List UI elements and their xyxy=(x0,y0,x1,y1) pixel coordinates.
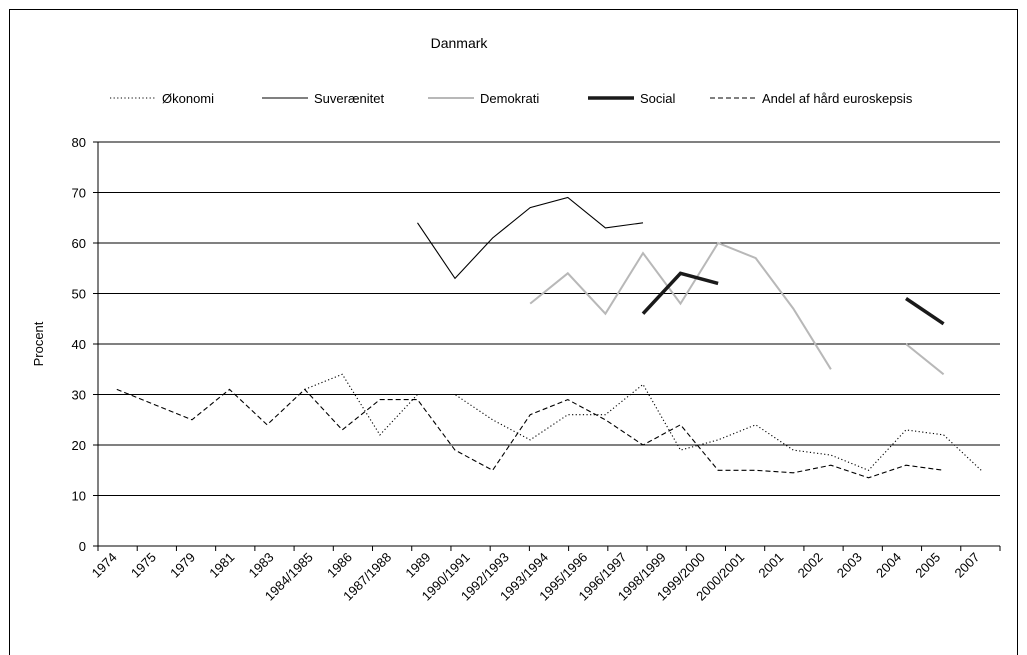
y-tick-label: 50 xyxy=(72,287,86,302)
x-tick-label: 2003 xyxy=(834,550,865,581)
legend-label: Suverænitet xyxy=(314,91,384,106)
legend-label: Økonomi xyxy=(162,91,214,106)
y-tick-label: 40 xyxy=(72,337,86,352)
series-line xyxy=(905,297,945,326)
x-tick-label: 1979 xyxy=(167,550,198,581)
y-tick-label: 20 xyxy=(72,438,86,453)
chart-frame: Danmark 0 10 20 30 40 50 60 70 80 1974 1975 1979 1981… xyxy=(9,9,1018,655)
chart-title: Danmark xyxy=(431,35,489,51)
x-tick-label: 1989 xyxy=(402,550,433,581)
x-tick-label: 2007 xyxy=(951,550,982,581)
series-line xyxy=(304,373,982,471)
x-tick-label: 1986 xyxy=(324,550,355,581)
y-axis-label: Procent xyxy=(31,321,46,366)
y-tick-label: 60 xyxy=(72,236,86,251)
line-chart: Danmark 0 10 20 30 40 50 60 70 80 1974 1975 1979 1981… xyxy=(31,35,1001,604)
x-tick-label: 2005 xyxy=(912,550,943,581)
x-tick-label: 2004 xyxy=(873,550,904,581)
y-tick-label: 70 xyxy=(72,186,86,201)
y-tick-label: 30 xyxy=(72,388,86,403)
series-line xyxy=(529,241,832,370)
x-tick-label: 1975 xyxy=(128,550,159,581)
x-tick-label: 2002 xyxy=(795,550,826,581)
y-tick-label: 80 xyxy=(72,135,86,150)
legend-label: Demokrati xyxy=(480,91,539,106)
x-tick-label: 2001 xyxy=(755,550,786,581)
legend-label: Andel af hård euroskepsis xyxy=(762,91,913,106)
series-line xyxy=(905,343,945,376)
x-tick-label: 1974 xyxy=(89,550,120,581)
legend-label: Social xyxy=(640,91,676,106)
y-tick-label: 10 xyxy=(72,489,86,504)
series-line xyxy=(116,388,944,479)
series-line xyxy=(417,196,644,280)
x-tick-label: 1983 xyxy=(246,550,277,581)
x-tick-label: 1981 xyxy=(206,550,237,581)
y-tick-label: 0 xyxy=(79,539,86,554)
series-line xyxy=(641,271,719,315)
